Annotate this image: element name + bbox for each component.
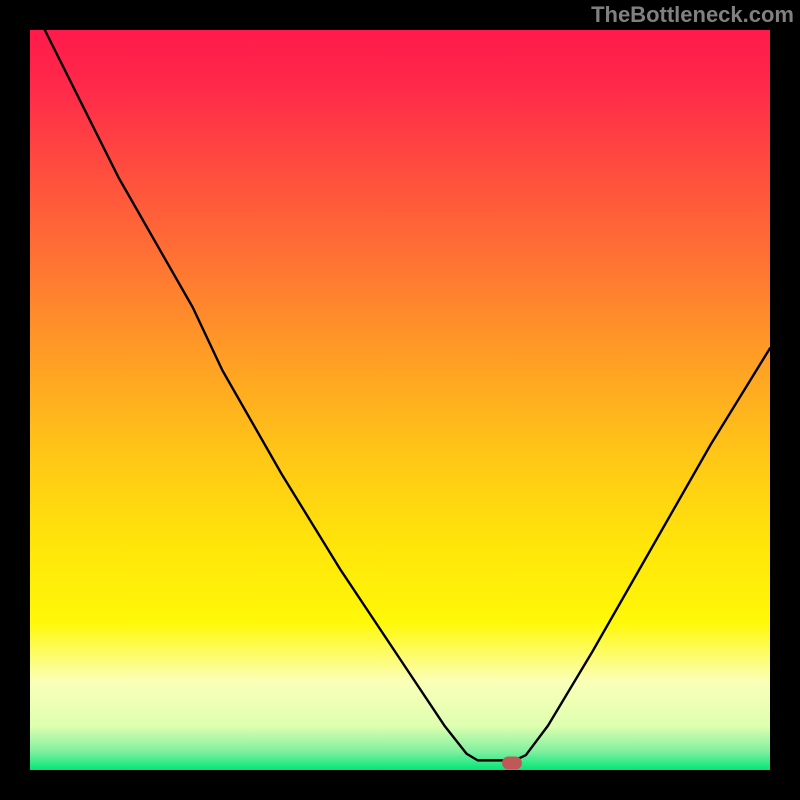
bottleneck-curve [45, 30, 770, 760]
chart-container: TheBottleneck.com [0, 0, 800, 800]
curve-svg [30, 30, 770, 770]
plot-area [30, 30, 770, 770]
watermark-text: TheBottleneck.com [591, 2, 794, 28]
optimal-point-marker [502, 756, 522, 769]
